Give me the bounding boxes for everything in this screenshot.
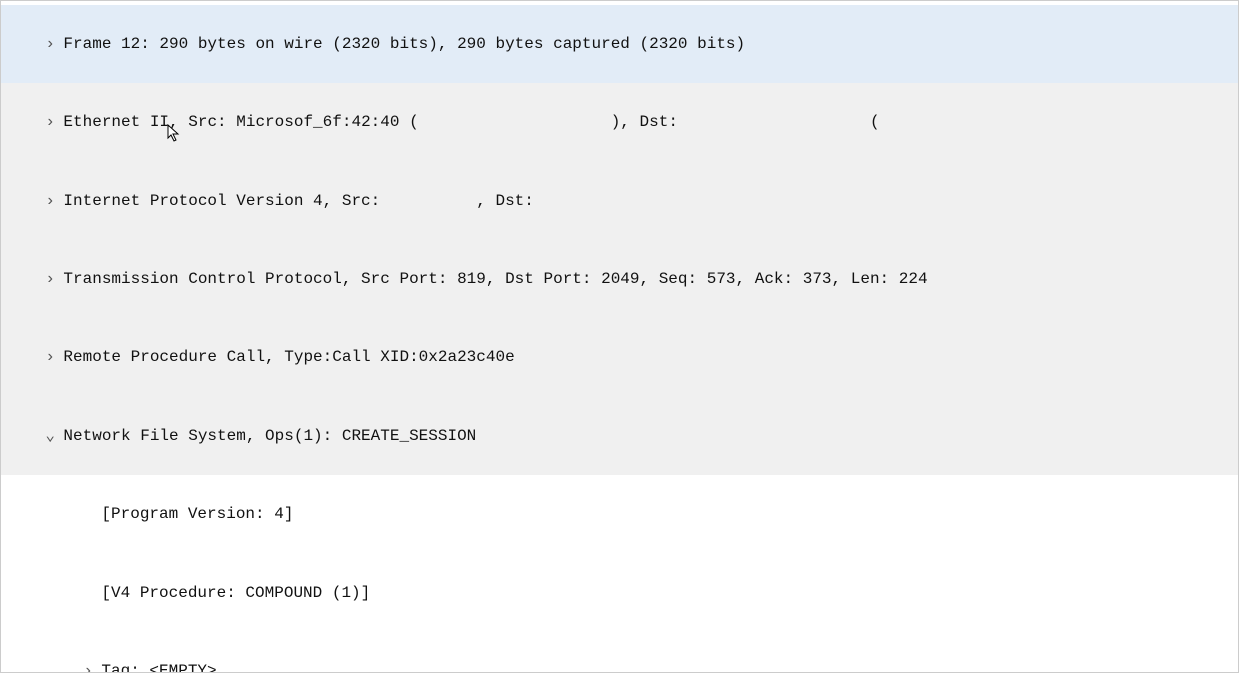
tag-text: Tag: <EMPTY> <box>101 662 216 673</box>
tree-row-v4-procedure[interactable]: [V4 Procedure: COMPOUND (1)] <box>1 554 1238 632</box>
expand-arrow-icon[interactable]: › <box>45 267 63 292</box>
tree-row-rpc[interactable]: ›Remote Procedure Call, Type:Call XID:0x… <box>1 319 1238 397</box>
collapse-arrow-icon[interactable]: ⌄ <box>45 424 63 449</box>
expand-arrow-icon[interactable]: › <box>45 32 63 57</box>
tree-row-ip[interactable]: ›Internet Protocol Version 4, Src: , Dst… <box>1 162 1238 240</box>
v4-procedure-text: [V4 Procedure: COMPOUND (1)] <box>101 584 370 602</box>
tree-row-tag[interactable]: ›Tag: <EMPTY> <box>1 632 1238 673</box>
expand-arrow-icon[interactable]: › <box>83 659 101 673</box>
tree-row-program-version[interactable]: [Program Version: 4] <box>1 475 1238 553</box>
tree-row-frame[interactable]: ›Frame 12: 290 bytes on wire (2320 bits)… <box>1 5 1238 83</box>
ethernet-text: Ethernet II, Src: Microsof_6f:42:40 ( ),… <box>63 113 879 131</box>
ip-text: Internet Protocol Version 4, Src: , Dst: <box>63 192 533 210</box>
expand-arrow-icon[interactable]: › <box>45 110 63 135</box>
tree-row-nfs[interactable]: ⌄Network File System, Ops(1): CREATE_SES… <box>1 397 1238 475</box>
frame-text: Frame 12: 290 bytes on wire (2320 bits),… <box>63 35 745 53</box>
tree-row-tcp[interactable]: ›Transmission Control Protocol, Src Port… <box>1 240 1238 318</box>
rpc-text: Remote Procedure Call, Type:Call XID:0x2… <box>63 348 514 366</box>
tcp-text: Transmission Control Protocol, Src Port:… <box>63 270 927 288</box>
nfs-text: Network File System, Ops(1): CREATE_SESS… <box>63 427 476 445</box>
expand-arrow-icon[interactable]: › <box>45 345 63 370</box>
program-version-text: [Program Version: 4] <box>101 505 293 523</box>
expand-arrow-icon[interactable]: › <box>45 189 63 214</box>
tree-row-ethernet[interactable]: ›Ethernet II, Src: Microsof_6f:42:40 ( )… <box>1 83 1238 161</box>
packet-details-pane[interactable]: ›Frame 12: 290 bytes on wire (2320 bits)… <box>0 0 1239 673</box>
